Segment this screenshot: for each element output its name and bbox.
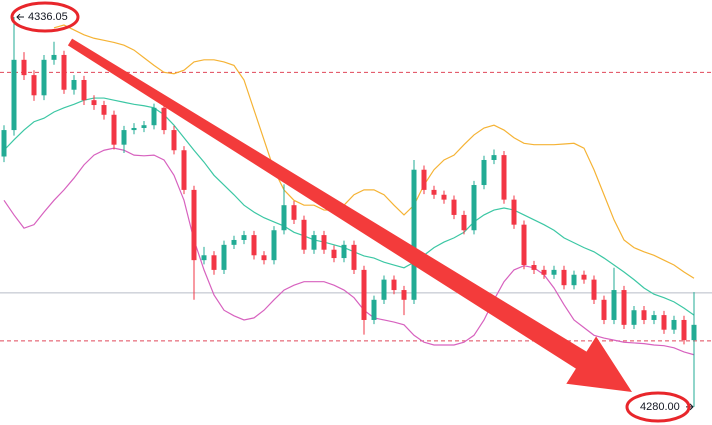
candle-body [571, 274, 577, 286]
candle-body [121, 130, 127, 145]
candle-body [131, 127, 137, 131]
candle-body [641, 310, 647, 320]
candle-body [61, 54, 67, 90]
candle-body [621, 290, 627, 325]
candle-body [591, 279, 597, 300]
candle-body [151, 107, 157, 126]
candle-body [381, 279, 387, 300]
candle-body [471, 185, 477, 231]
candle-body [551, 269, 557, 275]
candle-body [141, 125, 147, 128]
candle-body [161, 107, 167, 131]
candle-body [221, 244, 227, 270]
candle-body [291, 205, 297, 220]
highlight-ellipse [10, 1, 80, 33]
candle-body [631, 310, 637, 325]
candle-body [671, 319, 677, 330]
candle-body [371, 299, 377, 320]
candle-body [31, 75, 37, 96]
candle-body [601, 299, 607, 320]
candle-body [261, 255, 267, 261]
candle-body [521, 224, 527, 266]
candle-body [681, 319, 687, 341]
candle-body [21, 59, 27, 76]
candle-body [241, 235, 247, 240]
candle-body [401, 290, 407, 300]
candle-body [351, 244, 357, 270]
candle-body [81, 79, 87, 101]
band-line [3, 97, 695, 316]
candle-body [321, 235, 327, 250]
candle-body [281, 205, 287, 231]
candle-body [541, 269, 547, 275]
band-line [53, 24, 695, 279]
low-price-label: 4280.00 [640, 401, 680, 413]
candle-body [361, 269, 367, 320]
candle-body [441, 194, 447, 200]
candle-body [201, 255, 207, 261]
candle-body [51, 54, 57, 60]
candle-body [491, 155, 497, 160]
candle-body [211, 255, 217, 270]
candle-body [171, 130, 177, 151]
candle-body [301, 219, 307, 250]
candle-body [191, 189, 197, 261]
candle-body [561, 269, 567, 286]
candle-body [511, 199, 517, 225]
trend-arrow [67, 38, 632, 392]
band-line [3, 147, 695, 356]
candle-body [421, 169, 427, 190]
candle-body [341, 244, 347, 259]
candle-body [101, 105, 107, 115]
price-labels: 4336.05 4280.00 [16, 11, 694, 413]
candle-body [231, 239, 237, 245]
candle-body [271, 230, 277, 261]
candle-body [501, 155, 507, 200]
candle-body [331, 249, 337, 259]
candle-body [41, 59, 47, 96]
candle-body [581, 274, 587, 280]
candle-body [461, 214, 467, 231]
candle-body [451, 199, 457, 215]
candle-body [431, 189, 437, 195]
candle-body [651, 315, 657, 320]
candle-body [71, 79, 77, 90]
candle-body [531, 265, 537, 270]
high-price-label: 4336.05 [28, 11, 68, 23]
candle-body [91, 100, 97, 106]
candle-body [181, 150, 187, 190]
candle-body [311, 235, 317, 250]
candle-body [11, 59, 17, 131]
candle-body [691, 324, 697, 341]
candle-body [251, 235, 257, 256]
candle-body [391, 279, 397, 291]
candle-body [661, 315, 667, 330]
candle-body [1, 130, 7, 157]
candles [1, 17, 697, 407]
label-arrow [16, 13, 24, 21]
bands [3, 24, 695, 356]
candle-body [481, 159, 487, 186]
candle-body [111, 114, 117, 145]
candle-body [611, 290, 617, 320]
highlight-ellipse [625, 391, 691, 423]
candle-body [411, 169, 417, 300]
